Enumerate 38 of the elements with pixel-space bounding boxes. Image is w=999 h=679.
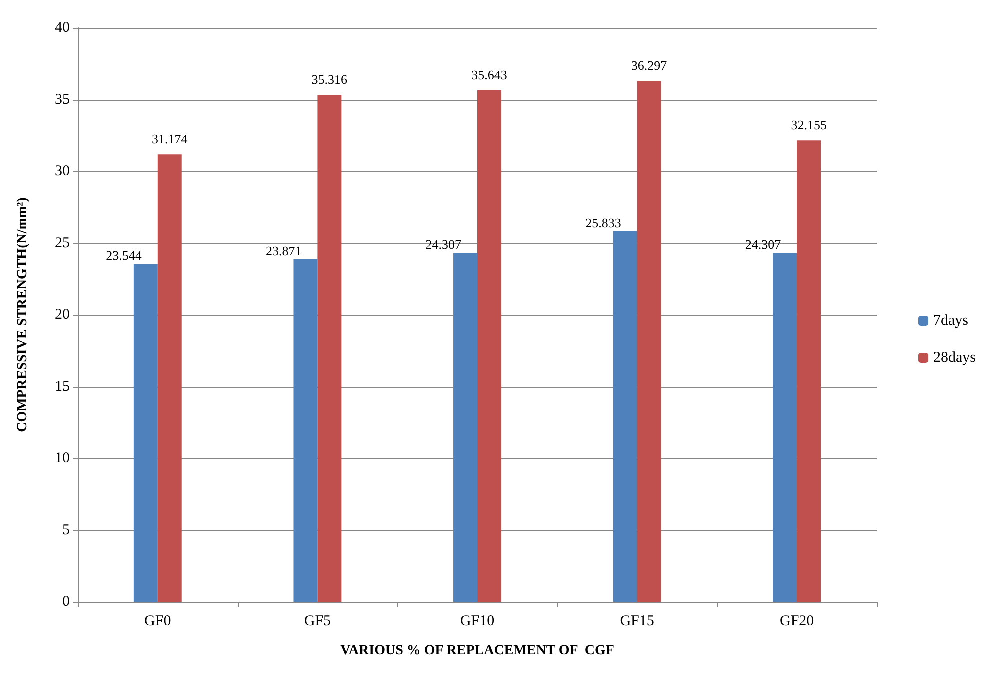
y-tick-label: 40 xyxy=(55,20,70,36)
data-label: 31.174 xyxy=(152,132,188,147)
data-label: 35.643 xyxy=(472,68,508,83)
legend-label: 7days xyxy=(934,313,969,329)
x-tick-label: GF10 xyxy=(460,614,495,630)
y-tick-label: 0 xyxy=(62,594,70,610)
bar xyxy=(478,90,502,602)
x-tick-label: GF5 xyxy=(304,614,332,630)
bar xyxy=(158,154,182,602)
legend-label: 28days xyxy=(934,350,976,366)
y-axis-title: COMPRESSIVE STRENGTH(N/mm²) xyxy=(16,197,30,432)
data-label: 32.155 xyxy=(791,118,827,133)
x-tick-label: GF20 xyxy=(780,614,814,630)
bar xyxy=(797,140,822,602)
y-tick-label: 25 xyxy=(55,235,70,252)
y-tick-label: 35 xyxy=(55,92,70,108)
bar xyxy=(318,95,342,602)
y-tick-label: 20 xyxy=(55,307,70,323)
data-label: 35.316 xyxy=(312,72,348,88)
data-label: 24.307 xyxy=(426,237,462,252)
bar xyxy=(773,253,798,602)
bar xyxy=(134,264,158,602)
y-tick-label: 15 xyxy=(55,378,70,395)
data-label: 36.297 xyxy=(631,58,668,74)
bar xyxy=(613,231,638,602)
data-label: 23.544 xyxy=(106,248,142,264)
bar xyxy=(454,253,478,602)
bar xyxy=(294,259,318,602)
x-tick-label: GF0 xyxy=(144,614,172,630)
data-label: 24.307 xyxy=(745,237,782,252)
y-tick-label: 30 xyxy=(55,164,70,180)
y-tick-label: 10 xyxy=(55,450,70,466)
bar xyxy=(637,81,662,602)
y-tick-label: 5 xyxy=(62,522,70,538)
data-label: 25.833 xyxy=(586,215,622,230)
x-tick-label: GF15 xyxy=(620,614,654,630)
x-axis-title: VARIOUS % OF REPLACEMENT OF CGF xyxy=(340,644,614,658)
data-label: 23.871 xyxy=(266,243,302,258)
